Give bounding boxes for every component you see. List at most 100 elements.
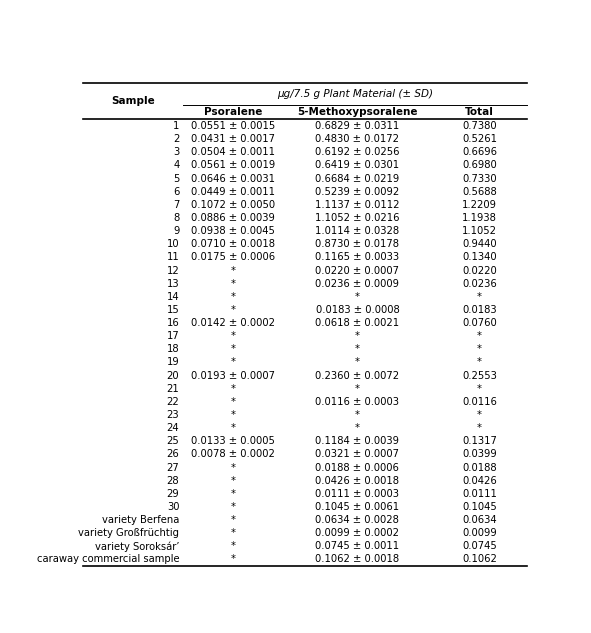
Text: Total: Total <box>465 107 494 117</box>
Text: 0.0236 ± 0.0009: 0.0236 ± 0.0009 <box>316 279 400 289</box>
Text: 0.2360 ± 0.0072: 0.2360 ± 0.0072 <box>316 370 400 380</box>
Text: *: * <box>230 528 235 538</box>
Text: 0.0099 ± 0.0002: 0.0099 ± 0.0002 <box>316 528 400 538</box>
Text: *: * <box>230 331 235 341</box>
Text: 0.0634 ± 0.0028: 0.0634 ± 0.0028 <box>316 515 400 525</box>
Text: 30: 30 <box>167 502 179 512</box>
Text: 0.6419 ± 0.0301: 0.6419 ± 0.0301 <box>316 160 400 170</box>
Text: 0.1317: 0.1317 <box>462 436 497 446</box>
Text: 0.1165 ± 0.0033: 0.1165 ± 0.0033 <box>316 253 400 263</box>
Text: *: * <box>230 463 235 473</box>
Text: 20: 20 <box>167 370 179 380</box>
Text: 0.0078 ± 0.0002: 0.0078 ± 0.0002 <box>191 449 275 460</box>
Text: 15: 15 <box>167 305 179 315</box>
Text: 0.0938 ± 0.0045: 0.0938 ± 0.0045 <box>191 226 275 236</box>
Text: *: * <box>230 344 235 354</box>
Text: 0.0504 ± 0.0011: 0.0504 ± 0.0011 <box>191 147 275 157</box>
Text: *: * <box>477 331 482 341</box>
Text: 1.1938: 1.1938 <box>462 213 497 223</box>
Text: *: * <box>477 423 482 433</box>
Text: 14: 14 <box>167 292 179 302</box>
Text: 0.0426: 0.0426 <box>462 475 497 486</box>
Text: 5: 5 <box>173 173 179 184</box>
Text: 1.1052 ± 0.0216: 1.1052 ± 0.0216 <box>315 213 400 223</box>
Text: 0.0646 ± 0.0031: 0.0646 ± 0.0031 <box>191 173 275 184</box>
Text: *: * <box>355 384 360 394</box>
Text: 22: 22 <box>167 397 179 407</box>
Text: *: * <box>230 423 235 433</box>
Text: 1.2209: 1.2209 <box>462 200 497 210</box>
Text: 0.0426 ± 0.0018: 0.0426 ± 0.0018 <box>316 475 400 486</box>
Text: 0.9440: 0.9440 <box>462 239 497 249</box>
Text: 18: 18 <box>167 344 179 354</box>
Text: 0.6192 ± 0.0256: 0.6192 ± 0.0256 <box>315 147 400 157</box>
Text: *: * <box>477 292 482 302</box>
Text: *: * <box>355 344 360 354</box>
Text: *: * <box>230 475 235 486</box>
Text: 0.0618 ± 0.0021: 0.0618 ± 0.0021 <box>316 318 400 328</box>
Text: 0.4830 ± 0.0172: 0.4830 ± 0.0172 <box>316 134 400 144</box>
Text: 1.1052: 1.1052 <box>462 226 497 236</box>
Text: 6: 6 <box>173 187 179 197</box>
Text: *: * <box>230 358 235 368</box>
Text: 8: 8 <box>173 213 179 223</box>
Text: 0.7380: 0.7380 <box>462 121 497 131</box>
Text: Psoralene: Psoralene <box>204 107 262 117</box>
Text: *: * <box>230 384 235 394</box>
Text: 0.0634: 0.0634 <box>462 515 497 525</box>
Text: *: * <box>477 410 482 420</box>
Text: 0.0193 ± 0.0007: 0.0193 ± 0.0007 <box>191 370 275 380</box>
Text: 0.0431 ± 0.0017: 0.0431 ± 0.0017 <box>191 134 275 144</box>
Text: 0.0561 ± 0.0019: 0.0561 ± 0.0019 <box>191 160 275 170</box>
Text: 0.6684 ± 0.0219: 0.6684 ± 0.0219 <box>315 173 400 184</box>
Text: *: * <box>230 541 235 551</box>
Text: variety Großfrüchtig: variety Großfrüchtig <box>79 528 179 538</box>
Text: 0.0175 ± 0.0006: 0.0175 ± 0.0006 <box>191 253 275 263</box>
Text: 0.1045 ± 0.0061: 0.1045 ± 0.0061 <box>316 502 400 512</box>
Text: 19: 19 <box>167 358 179 368</box>
Text: *: * <box>355 423 360 433</box>
Text: *: * <box>355 410 360 420</box>
Text: 25: 25 <box>167 436 179 446</box>
Text: 0.0745 ± 0.0011: 0.0745 ± 0.0011 <box>316 541 400 551</box>
Text: 0.0133 ± 0.0005: 0.0133 ± 0.0005 <box>191 436 275 446</box>
Text: 0.1045: 0.1045 <box>462 502 497 512</box>
Text: 0.0886 ± 0.0039: 0.0886 ± 0.0039 <box>191 213 275 223</box>
Text: *: * <box>230 265 235 275</box>
Text: 16: 16 <box>167 318 179 328</box>
Text: 0.0116 ± 0.0003: 0.0116 ± 0.0003 <box>316 397 400 407</box>
Text: 2: 2 <box>173 134 179 144</box>
Text: *: * <box>230 515 235 525</box>
Text: 0.0220 ± 0.0007: 0.0220 ± 0.0007 <box>316 265 400 275</box>
Text: 0.0710 ± 0.0018: 0.0710 ± 0.0018 <box>191 239 275 249</box>
Text: 0.5239 ± 0.0092: 0.5239 ± 0.0092 <box>315 187 400 197</box>
Text: 0.0188: 0.0188 <box>462 463 497 473</box>
Text: 27: 27 <box>167 463 179 473</box>
Text: 0.0116: 0.0116 <box>462 397 497 407</box>
Text: 0.0321 ± 0.0007: 0.0321 ± 0.0007 <box>316 449 400 460</box>
Text: 29: 29 <box>167 489 179 499</box>
Text: 0.1062 ± 0.0018: 0.1062 ± 0.0018 <box>316 555 400 565</box>
Text: 0.1062: 0.1062 <box>462 555 497 565</box>
Text: 0.0183 ± 0.0008: 0.0183 ± 0.0008 <box>316 305 400 315</box>
Text: 0.5688: 0.5688 <box>462 187 497 197</box>
Text: 0.1184 ± 0.0039: 0.1184 ± 0.0039 <box>316 436 400 446</box>
Text: μg/7.5 g Plant Material (± SD): μg/7.5 g Plant Material (± SD) <box>277 89 433 99</box>
Text: 1: 1 <box>173 121 179 131</box>
Text: 0.0111 ± 0.0003: 0.0111 ± 0.0003 <box>316 489 400 499</box>
Text: *: * <box>230 292 235 302</box>
Text: 0.0220: 0.0220 <box>462 265 497 275</box>
Text: 17: 17 <box>167 331 179 341</box>
Text: *: * <box>230 502 235 512</box>
Text: Sample: Sample <box>111 96 155 106</box>
Text: 0.6829 ± 0.0311: 0.6829 ± 0.0311 <box>315 121 400 131</box>
Text: 12: 12 <box>167 265 179 275</box>
Text: 0.5261: 0.5261 <box>462 134 497 144</box>
Text: 0.2553: 0.2553 <box>462 370 497 380</box>
Text: 3: 3 <box>173 147 179 157</box>
Text: 0.0399: 0.0399 <box>462 449 497 460</box>
Text: *: * <box>477 384 482 394</box>
Text: 0.0142 ± 0.0002: 0.0142 ± 0.0002 <box>191 318 275 328</box>
Text: 0.6980: 0.6980 <box>462 160 497 170</box>
Text: *: * <box>355 358 360 368</box>
